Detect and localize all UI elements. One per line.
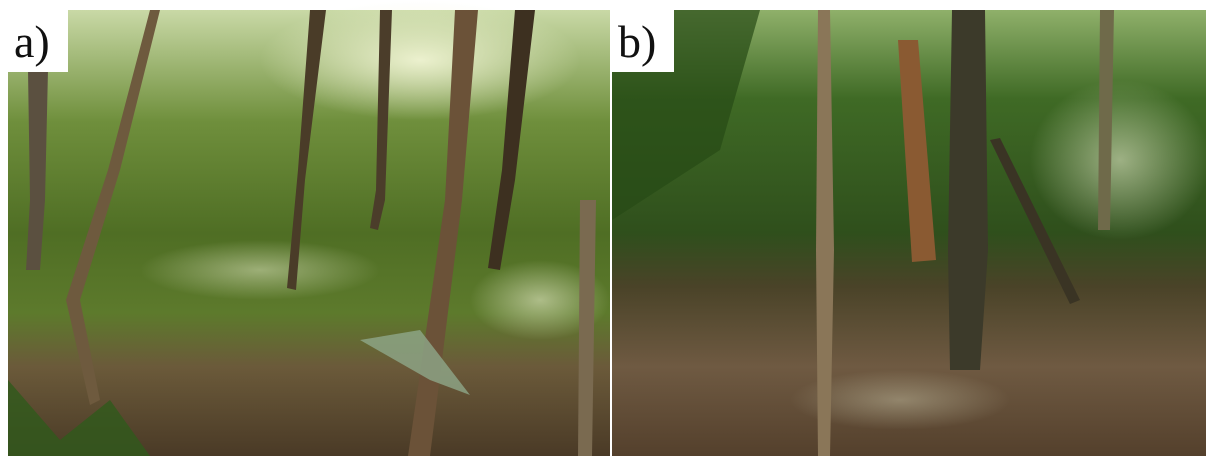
tree-trunk [26, 70, 48, 270]
label-box [612, 10, 674, 72]
tree-trunk [370, 10, 392, 230]
tree-trunk [578, 200, 596, 456]
sunlit-patch [140, 240, 380, 300]
photo-a [8, 0, 610, 456]
panel-label: b) [618, 16, 656, 67]
sunlit-patch [470, 260, 610, 340]
fallen-trunk [990, 138, 1080, 304]
sunlight [260, 0, 580, 120]
tree-trunk [1098, 10, 1114, 230]
label-box [8, 10, 68, 72]
sunlight [1030, 80, 1208, 240]
panel-label: a) [14, 16, 50, 67]
tree-trunk [816, 10, 834, 456]
foreground-foliage [8, 380, 150, 456]
sunlit-patch [790, 370, 1010, 430]
tree-trunk [287, 10, 326, 290]
photo-b [612, 10, 1208, 456]
tree-trunk [948, 10, 988, 370]
tree-trunk [898, 40, 936, 262]
fern [360, 330, 470, 395]
tree-trunk [488, 10, 535, 270]
